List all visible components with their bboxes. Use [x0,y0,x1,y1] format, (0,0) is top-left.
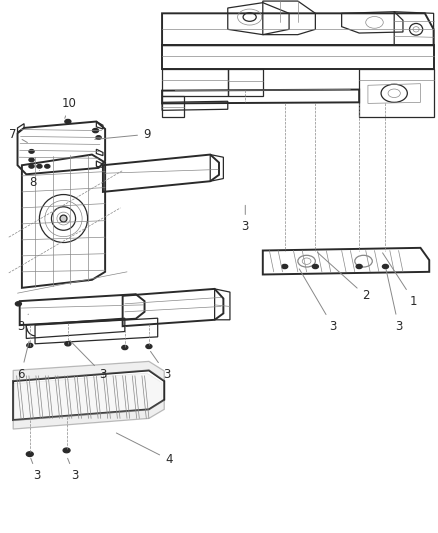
Text: 3: 3 [386,269,402,333]
Text: 3: 3 [70,341,106,381]
Ellipse shape [96,136,101,140]
Ellipse shape [63,448,70,453]
Ellipse shape [356,264,362,269]
Ellipse shape [122,345,128,350]
Ellipse shape [29,158,34,162]
Ellipse shape [60,215,67,222]
Ellipse shape [65,342,71,346]
Ellipse shape [27,343,33,348]
Polygon shape [13,400,164,429]
Polygon shape [13,361,164,381]
Ellipse shape [146,344,152,349]
Ellipse shape [37,165,42,168]
Ellipse shape [92,128,99,133]
Text: 10: 10 [62,98,77,118]
Text: 3: 3 [299,269,336,333]
Text: 3: 3 [242,205,249,233]
Ellipse shape [29,149,34,154]
Text: 1: 1 [382,253,418,308]
Ellipse shape [15,302,21,306]
Text: 8: 8 [29,171,39,189]
Polygon shape [13,373,162,421]
Ellipse shape [312,264,318,269]
Text: 7: 7 [9,128,28,142]
Text: 9: 9 [95,128,151,141]
Text: 4: 4 [117,433,173,466]
Ellipse shape [382,264,389,269]
Text: 3: 3 [31,458,41,482]
Ellipse shape [45,165,50,168]
Text: 6: 6 [17,341,29,381]
Ellipse shape [282,264,288,269]
Text: 3: 3 [18,314,28,333]
Ellipse shape [65,119,71,124]
Text: 2: 2 [318,252,370,302]
Ellipse shape [26,452,33,456]
Ellipse shape [29,165,34,168]
Text: 3: 3 [151,351,170,381]
Text: 3: 3 [67,458,78,482]
